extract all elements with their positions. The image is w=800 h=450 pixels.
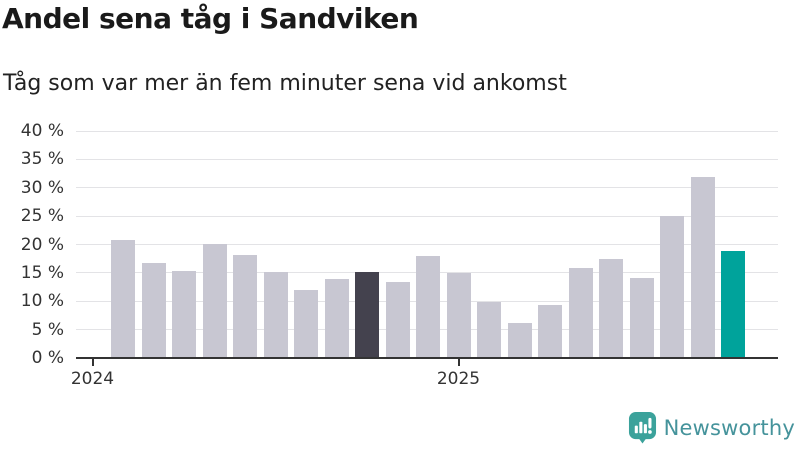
bar-2024-08: [294, 289, 318, 358]
bar-2025-08: [660, 215, 684, 358]
gridline-25: [76, 215, 778, 217]
bar-2024-02: [111, 239, 135, 358]
y-tick-label-10: 10 %: [20, 291, 64, 312]
bar-2025-10: [721, 251, 745, 358]
newsworthy-icon: [628, 412, 656, 444]
bar-2024-10: [355, 271, 379, 358]
bar-2024-05: [202, 243, 227, 358]
y-tick-label-25: 25 %: [20, 206, 64, 227]
bar-2025-02: [477, 302, 501, 358]
bar-2025-05: [568, 268, 593, 358]
x-tick-2024: [91, 359, 94, 366]
x-tick-2025: [457, 359, 460, 366]
y-tick-label-40: 40 %: [20, 121, 64, 141]
gridline-30: [76, 187, 778, 189]
gridline-40: [76, 130, 778, 132]
x-tick-label-2025: 2025: [436, 369, 481, 389]
bar-2025-04: [538, 305, 562, 358]
bar-2024-09: [324, 278, 349, 358]
newsworthy-wordmark: Newsworthy: [663, 415, 795, 440]
y-tick-label-15: 15 %: [20, 262, 64, 283]
y-tick-label-0: 0 %: [31, 348, 64, 368]
y-tick-label-30: 30 %: [20, 177, 64, 198]
newsworthy-logo: Newsworthy: [628, 411, 795, 444]
bar-2024-12: [416, 255, 440, 358]
chart-title: Andel sena tåg i Sandviken: [2, 2, 419, 35]
gridline-20: [76, 244, 778, 245]
bar-2024-07: [263, 271, 288, 358]
bar-2025-09: [690, 176, 715, 358]
y-tick-label-5: 5 %: [31, 319, 64, 340]
bar-2025-06: [599, 259, 623, 358]
bar-2025-01: [446, 272, 471, 358]
y-tick-label-35: 35 %: [20, 149, 64, 170]
bar-2025-07: [629, 277, 654, 358]
x-axis-line: [76, 357, 778, 359]
bar-2024-06: [233, 254, 257, 358]
gridline-35: [76, 158, 778, 160]
bar-2024-11: [385, 281, 410, 358]
bar-2024-03: [141, 262, 166, 358]
chart-subtitle: Tåg som var mer än fem minuter sena vid …: [3, 71, 567, 96]
y-tick-label-20: 20 %: [20, 234, 64, 255]
bar-2024-04: [172, 271, 196, 358]
bar-2025-03: [507, 322, 532, 358]
x-tick-label-2024: 2024: [70, 369, 115, 389]
